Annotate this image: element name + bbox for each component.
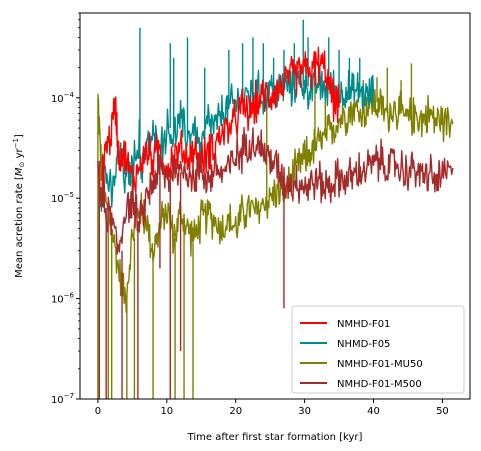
legend-box <box>291 305 465 394</box>
y-axis-label: Mean acretion rate [M⊙ yr−1] <box>12 134 26 278</box>
y-tick-label: 10−4 <box>51 91 75 105</box>
y-axis-ticks: 10−7 10−6 10−5 10−4 <box>51 12 80 406</box>
legend-label: NHMD-F05 <box>337 339 390 350</box>
series-line <box>97 127 454 255</box>
legend-label: NMHD-F01 <box>337 319 390 330</box>
plot-frame <box>79 12 471 400</box>
y-tick-label: 10−6 <box>51 292 75 306</box>
y-tick-label: 10−7 <box>51 392 74 406</box>
x-tick-label: 10 <box>160 406 173 417</box>
x-tick-label: 30 <box>298 406 311 417</box>
x-tick-label: 40 <box>367 406 380 417</box>
x-tick-label: 20 <box>229 406 242 417</box>
legend: NMHD-F01 NHMD-F05 NMHD-F01-MU50 NMHD-F01-M5… <box>291 305 465 394</box>
series-line <box>97 88 454 314</box>
series-layer <box>97 19 454 399</box>
legend-label: NMHD-F01-M500 <box>337 379 422 390</box>
legend-label: NMHD-F01-MU50 <box>337 359 423 370</box>
y-tick-label: 10−5 <box>51 191 74 205</box>
x-tick-label: 0 <box>95 406 101 417</box>
x-tick-label: 50 <box>436 406 449 417</box>
x-axis-label: Time after first star formation [kyr] <box>187 432 363 443</box>
x-axis-ticks: 0 10 20 30 40 50 <box>95 399 449 417</box>
